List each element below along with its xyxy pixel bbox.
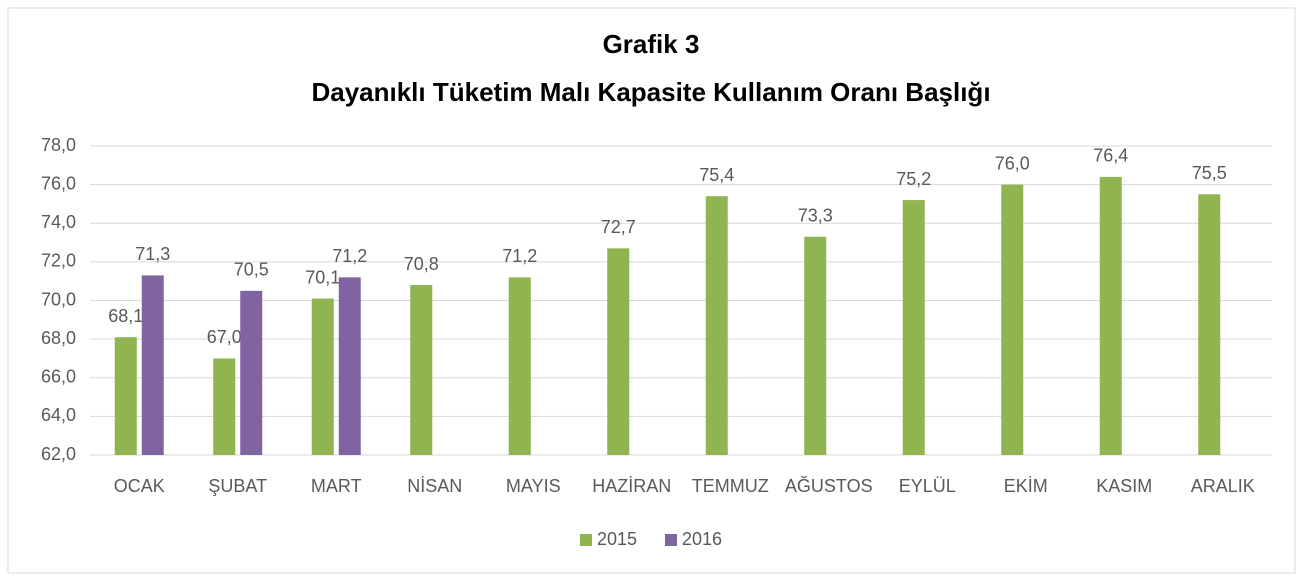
- x-tick-label: ŞUBAT: [208, 476, 267, 496]
- data-label: 70,1: [305, 267, 340, 287]
- x-tick-label: MART: [311, 476, 362, 496]
- bar: [902, 200, 925, 455]
- data-label: 73,3: [798, 206, 833, 226]
- x-tick-label: MAYIS: [506, 476, 561, 496]
- bar: [114, 337, 137, 455]
- data-label: 75,4: [699, 165, 734, 185]
- bar: [1001, 184, 1024, 455]
- y-tick-label: 78,0: [41, 135, 76, 155]
- bar: [338, 277, 361, 455]
- x-tick-label: EYLÜL: [899, 476, 956, 496]
- data-label: 67,0: [207, 327, 242, 347]
- legend-swatch: [665, 534, 677, 546]
- chart-title: Grafik 3: [603, 29, 700, 59]
- y-tick-label: 62,0: [41, 444, 76, 464]
- bar: [1198, 194, 1221, 455]
- x-tick-label: AĞUSTOS: [785, 475, 873, 496]
- x-tick-label: OCAK: [114, 476, 165, 496]
- bar: [410, 285, 433, 455]
- bar: [508, 277, 531, 455]
- x-tick-label: TEMMUZ: [692, 476, 769, 496]
- y-tick-label: 72,0: [41, 251, 76, 271]
- data-label: 76,4: [1093, 146, 1128, 166]
- data-label: 70,5: [234, 260, 269, 280]
- x-tick-label: ARALIK: [1191, 476, 1255, 496]
- data-label: 68,1: [108, 306, 143, 326]
- data-label: 71,2: [332, 246, 367, 266]
- data-label: 70,8: [404, 254, 439, 274]
- legend-label: 2016: [682, 529, 722, 549]
- y-tick-label: 70,0: [41, 289, 76, 309]
- x-tick-label: HAZİRAN: [592, 476, 671, 496]
- bar: [607, 248, 630, 455]
- chart-subtitle: Dayanıklı Tüketim Malı Kapasite Kullanım…: [311, 77, 990, 107]
- y-tick-label: 66,0: [41, 367, 76, 387]
- y-tick-label: 74,0: [41, 212, 76, 232]
- bar: [240, 290, 263, 455]
- data-label: 71,3: [135, 244, 170, 264]
- bar: [311, 298, 334, 455]
- y-tick-label: 68,0: [41, 328, 76, 348]
- y-tick-label: 76,0: [41, 173, 76, 193]
- chart-border: [7, 7, 1296, 574]
- data-label: 75,5: [1192, 163, 1227, 183]
- x-tick-label: EKİM: [1004, 476, 1048, 496]
- x-tick-label: NİSAN: [407, 476, 462, 496]
- legend-swatch: [580, 534, 592, 546]
- y-tick-label: 64,0: [41, 405, 76, 425]
- legend-label: 2015: [597, 529, 637, 549]
- bar: [213, 358, 236, 455]
- data-label: 76,0: [995, 153, 1030, 173]
- data-label: 72,7: [601, 217, 636, 237]
- bar: [804, 236, 827, 455]
- bar: [705, 196, 728, 455]
- bar: [1099, 176, 1122, 455]
- x-tick-label: KASIM: [1096, 476, 1152, 496]
- data-label: 71,2: [502, 246, 537, 266]
- data-label: 75,2: [896, 169, 931, 189]
- bar: [141, 275, 164, 455]
